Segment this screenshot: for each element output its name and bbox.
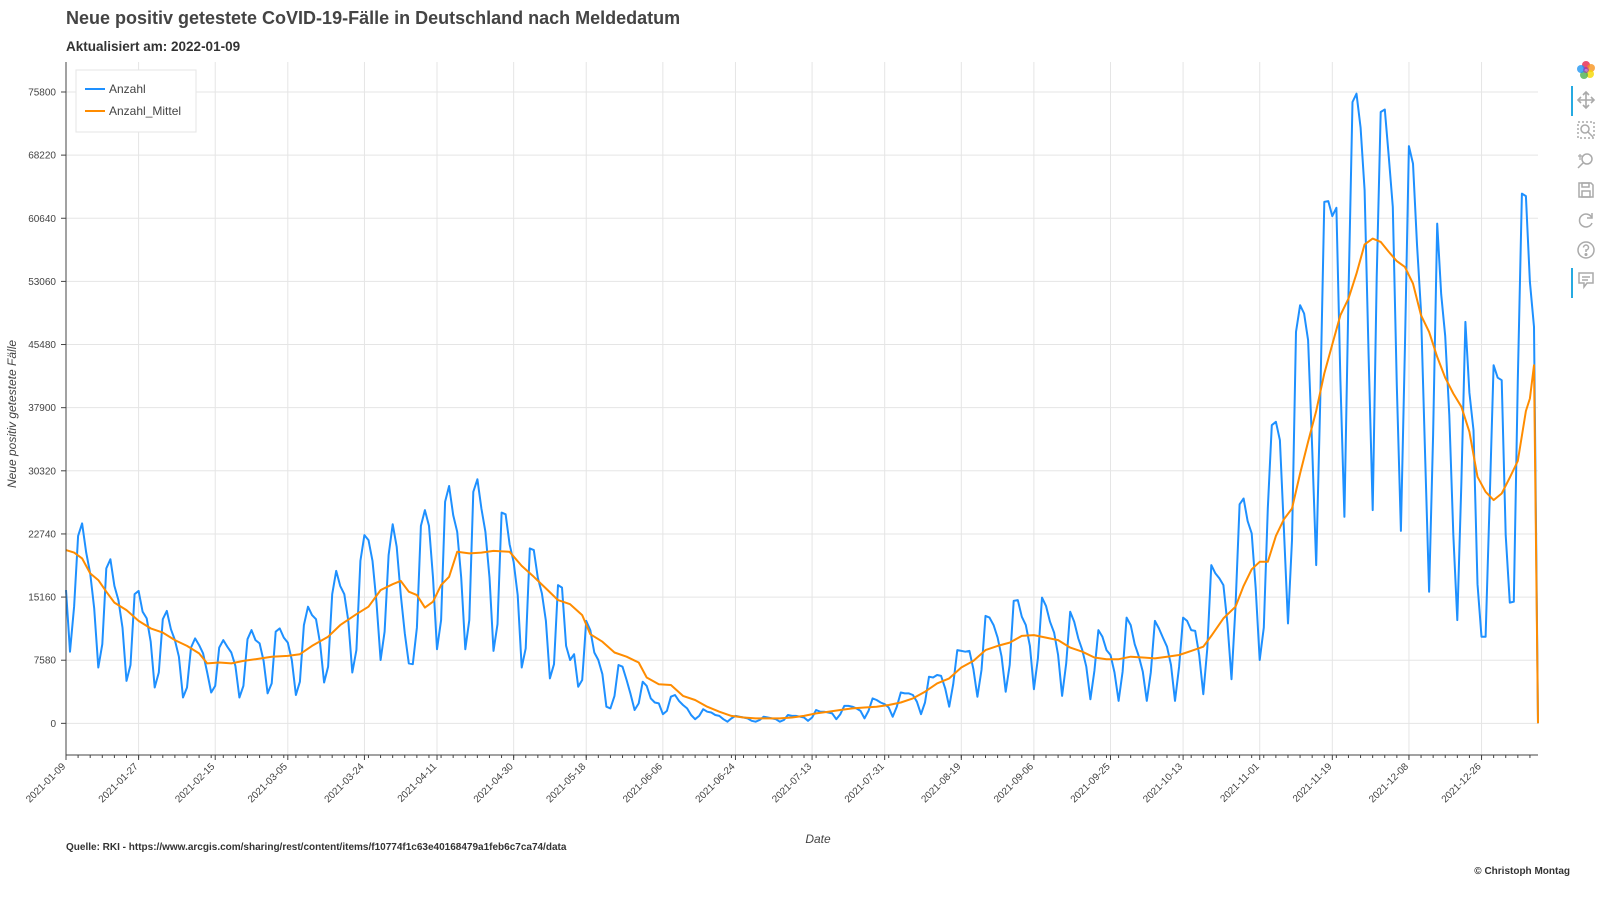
source-note: Quelle: RKI - https://www.arcgis.com/sha… [66,842,567,853]
legend-label[interactable]: Anzahl_Mittel [109,104,181,118]
x-tick-label: 2021-06-06 [621,761,665,805]
y-axis-label: Neue positiv getestete Fälle [5,340,19,488]
series-layer [65,92,1539,724]
y-tick-label: 75800 [28,87,56,98]
x-tick-label: 2021-08-19 [919,761,963,805]
x-tick-label: 2021-07-31 [843,761,887,805]
hover-icon[interactable] [1574,268,1598,292]
series-line-anzahl-mittel[interactable] [65,237,1539,724]
x-tick-label: 2021-03-05 [246,761,290,805]
x-tick-label: 2021-06-24 [694,761,738,805]
y-tick-label: 15160 [28,593,56,604]
y-tick-label: 30320 [28,466,56,477]
x-tick-label: 2021-11-19 [1291,761,1335,805]
active-tool-indicator [1571,86,1573,116]
y-tick-label: 53060 [28,277,56,288]
y-tick-label: 60640 [28,214,56,225]
legend[interactable]: Anzahl Anzahl_Mittel [75,69,197,133]
x-tick-label: 2021-09-06 [992,761,1036,805]
pan-icon[interactable] [1574,88,1598,112]
reset-icon[interactable] [1574,208,1598,232]
page-subtitle: Aktualisiert am: 2022-01-09 [66,39,241,54]
x-tick-label: 2021-12-08 [1367,761,1411,805]
x-tick-label: 2021-01-27 [97,761,141,805]
page-title: Neue positiv getestete CoVID-19-Fälle in… [66,8,681,28]
copyright-note: © Christoph Montag [1474,866,1570,877]
y-tick-label: 37900 [28,403,56,414]
y-tick-label: 68220 [28,151,56,162]
x-tick-label: 2021-09-25 [1069,761,1113,805]
active-tool-indicator [1571,268,1573,298]
x-tick-label: 2021-04-11 [396,761,440,805]
x-tick-label: 2021-01-09 [24,761,68,805]
x-tick-label: 2021-12-26 [1440,761,1484,805]
y-tick-label: 7580 [34,656,57,667]
x-tick-label: 2021-11-01 [1218,761,1262,805]
legend-label[interactable]: Anzahl [109,82,146,96]
y-tick-label: 0 [50,719,56,730]
x-tick-label: 2021-10-13 [1141,761,1185,805]
legend-box [75,69,197,133]
x-tick-label: 2021-07-13 [770,761,814,805]
y-tick-label: 22740 [28,529,56,540]
box-zoom-icon[interactable] [1574,118,1598,142]
help-icon[interactable] [1574,238,1598,262]
save-icon[interactable] [1574,178,1598,202]
bokeh-logo-icon[interactable] [1574,58,1598,82]
x-tick-label: 2021-04-30 [472,761,516,805]
y-tick-label: 45480 [28,340,56,351]
x-tick-label: 2021-03-24 [323,761,367,805]
x-tick-label: 2021-05-18 [544,761,588,805]
x-axis-label: Date [805,832,831,846]
chart-toolbar [1574,58,1600,298]
x-tick-label: 2021-02-15 [173,761,217,805]
grid-lines [65,62,1538,755]
wheel-zoom-icon[interactable] [1574,148,1598,172]
